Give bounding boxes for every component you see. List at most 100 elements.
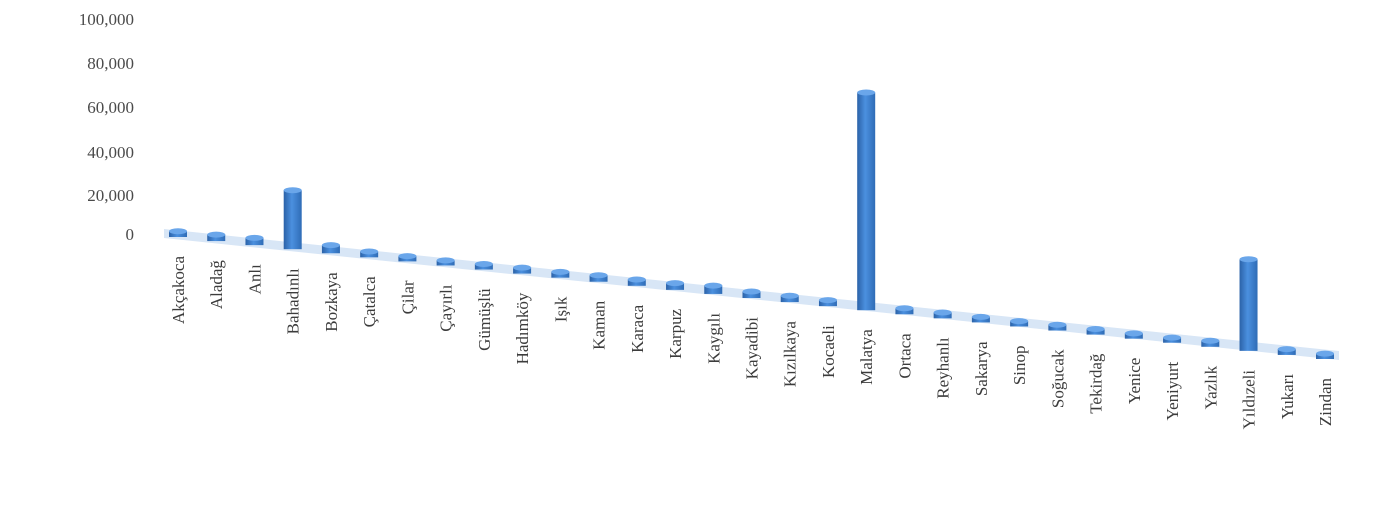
bar-top: [1277, 346, 1296, 353]
bar-top: [895, 305, 914, 312]
x-tick-label: Malatya: [857, 329, 876, 385]
bar-body: [1239, 259, 1258, 351]
x-tick-label: Çayırlı: [437, 284, 456, 331]
bar: [1086, 326, 1105, 335]
bar-top: [1201, 337, 1220, 344]
bar: [895, 305, 914, 315]
bar-top: [207, 231, 226, 238]
bar-top: [857, 89, 876, 96]
x-tick-label: Yenice: [1125, 358, 1144, 404]
bar-top: [474, 260, 493, 267]
bar-top: [589, 272, 608, 279]
x-axis: Akçakoca Aladağ Anlı Bahadınlı Bozkaya Çatalc…: [169, 256, 1335, 430]
bar-top: [1048, 321, 1067, 328]
bars: [169, 89, 1334, 359]
bar-top: [780, 292, 799, 299]
bar-top: [1124, 330, 1143, 337]
bar-top: [245, 234, 264, 241]
x-tick-label: Tekirdağ: [1087, 353, 1106, 414]
bar: [321, 242, 340, 254]
bar-body: [283, 190, 302, 250]
bar-top: [627, 276, 646, 283]
bar: [245, 234, 264, 246]
bar: [1163, 334, 1182, 343]
bar-top: [398, 253, 417, 260]
bar-body: [513, 267, 532, 274]
y-tick-label: 100,000: [79, 10, 134, 29]
bar: [704, 282, 723, 294]
bar: [627, 276, 646, 286]
y-tick-label: 40,000: [87, 143, 134, 162]
y-axis: 0 20,000 40,000 60,000 80,000 100,000: [79, 10, 134, 244]
y-tick-label: 60,000: [87, 98, 134, 117]
x-tick-label: Karaca: [628, 304, 647, 353]
bar-top: [1239, 256, 1258, 263]
bar-body: [207, 234, 226, 242]
x-tick-label: Zindan: [1316, 378, 1335, 427]
x-tick-label: Sakarya: [972, 341, 991, 396]
bar-top: [1163, 334, 1182, 341]
bar-body: [704, 285, 723, 294]
bar: [398, 253, 417, 262]
y-tick-label: 0: [126, 225, 135, 244]
y-tick-label: 20,000: [87, 186, 134, 205]
x-tick-label: Kaman: [590, 300, 609, 350]
bar: [1277, 346, 1296, 355]
bar-top: [666, 280, 685, 287]
x-tick-label: Anlı: [245, 264, 264, 295]
bar: [780, 292, 799, 303]
bar: [169, 228, 187, 237]
bar: [1124, 330, 1143, 339]
bar: [207, 231, 226, 242]
bar-top: [551, 268, 570, 275]
bar-top: [360, 248, 379, 255]
bar-top: [704, 282, 723, 289]
bar-body: [666, 283, 685, 290]
x-tick-label: Kaygılı: [704, 313, 723, 364]
bar-top: [1086, 326, 1105, 333]
x-tick-label: Bozkaya: [322, 272, 341, 332]
bar: [857, 89, 876, 311]
bar: [1010, 318, 1029, 327]
bar: [360, 248, 379, 258]
x-tick-label: Kızılkaya: [781, 321, 800, 388]
bar: [1239, 256, 1258, 351]
x-tick-label: Bahadınlı: [284, 268, 303, 334]
x-tick-label: Gümüşlü: [475, 288, 494, 351]
bar: [742, 288, 761, 298]
bar-body: [321, 245, 340, 254]
bar-top: [933, 309, 952, 316]
x-tick-label: Aladağ: [207, 260, 226, 310]
bar-top: [169, 228, 187, 235]
bar-body: [742, 291, 761, 298]
bar-body: [895, 308, 914, 315]
bar-body: [1201, 340, 1220, 347]
bar: [818, 297, 837, 307]
x-tick-label: Karpuz: [666, 308, 685, 358]
bar-body: [627, 279, 646, 286]
bar-body: [589, 275, 608, 282]
bar-top: [1316, 350, 1334, 357]
bar: [283, 187, 302, 250]
x-tick-label: Yukarı: [1278, 374, 1297, 420]
bar: [589, 272, 608, 282]
bar: [513, 264, 532, 274]
x-tick-label: Soğucak: [1048, 349, 1067, 408]
bar: [971, 313, 990, 323]
x-tick-label: Hadımköy: [513, 292, 532, 364]
x-tick-label: Akçakoca: [169, 256, 188, 324]
x-tick-label: Reyhanlı: [934, 337, 953, 399]
x-tick-label: Sinop: [1010, 345, 1029, 385]
bar-body: [818, 300, 837, 307]
bar-body: [857, 92, 876, 311]
bar: [933, 309, 952, 319]
x-tick-label: Kocaeli: [819, 325, 838, 378]
bar-top: [818, 297, 837, 304]
bar-top: [321, 242, 340, 249]
bar-top: [436, 257, 455, 264]
x-tick-label: Yeniyurt: [1163, 361, 1182, 420]
bar-top: [742, 288, 761, 295]
x-tick-label: Çatalca: [360, 276, 379, 327]
bar: [666, 280, 685, 290]
x-tick-label: Yıldızeli: [1240, 370, 1259, 430]
